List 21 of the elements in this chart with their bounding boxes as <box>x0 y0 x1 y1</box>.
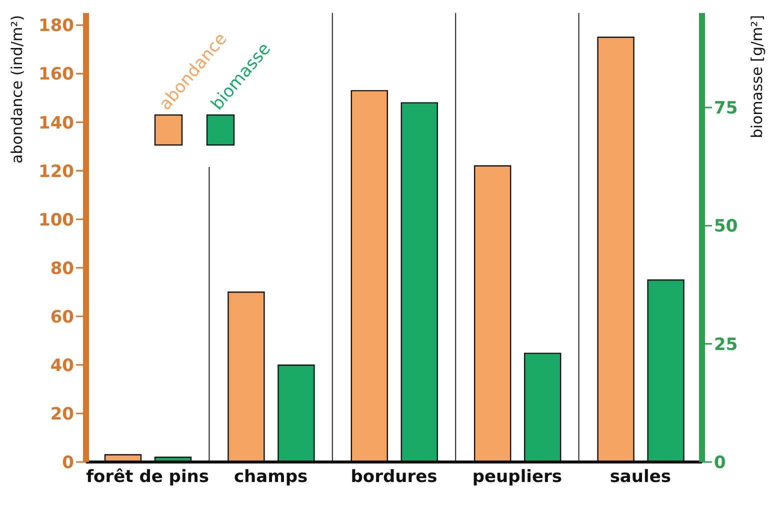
y-tick-label: 20 <box>50 404 74 424</box>
y-tick-label: 120 <box>38 162 74 182</box>
y-tick-label: 0 <box>62 453 74 474</box>
y2-tick-label: 25 <box>714 334 738 355</box>
y-tick-label: 60 <box>50 307 74 328</box>
y-tick-label: 100 <box>38 210 74 230</box>
x-tick-label: peupliers <box>472 467 562 488</box>
y2-tick-label: 0 <box>714 453 726 474</box>
y-tick-label: 40 <box>50 356 74 376</box>
x-tick-label: champs <box>234 467 308 488</box>
y2-axis-title: biomasse [g/m²] <box>748 15 766 138</box>
x-tick-label: bordures <box>350 467 438 488</box>
y-tick-label: 180 <box>38 16 74 36</box>
y2-tick-label: 75 <box>714 98 738 119</box>
x-tick-label: forêt de pins <box>86 467 210 488</box>
x-tick-label: saules <box>610 467 671 488</box>
y2-tick-label: 50 <box>714 216 738 237</box>
y-tick-label: 80 <box>50 258 74 279</box>
y-tick-label: 160 <box>38 64 74 85</box>
y-axis-title: abondance (ind/m²) <box>8 15 26 164</box>
y-tick-label: 140 <box>38 113 74 134</box>
